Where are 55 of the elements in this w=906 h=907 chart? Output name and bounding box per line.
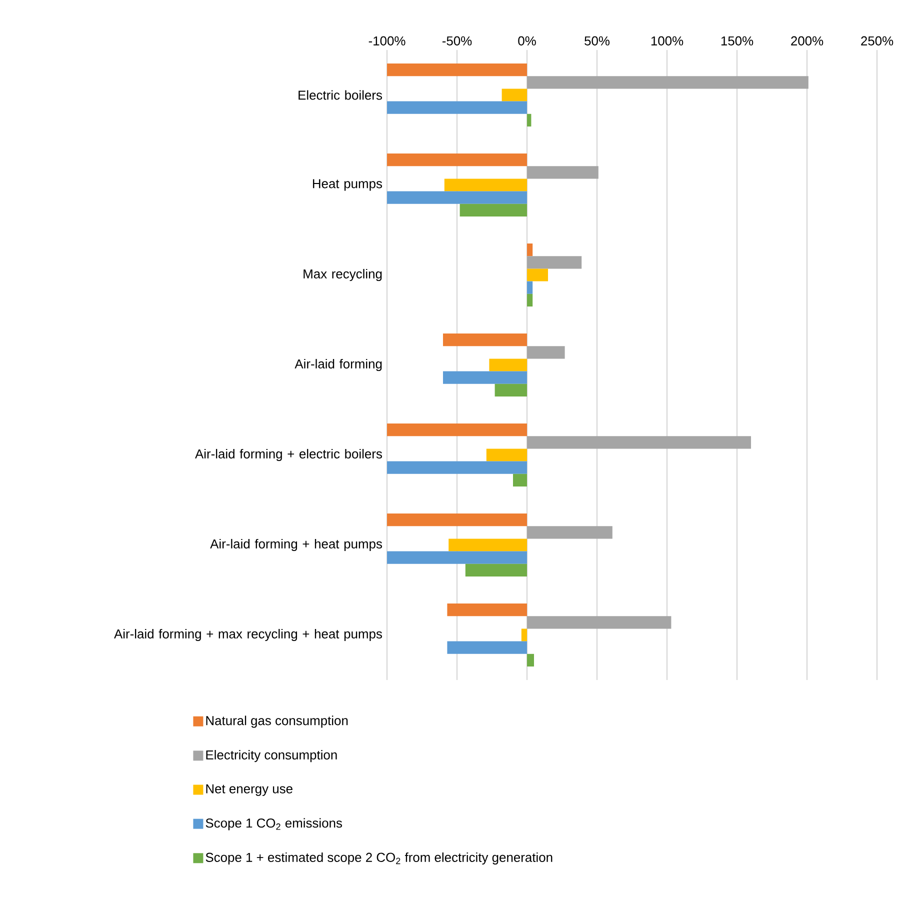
bar (494, 384, 528, 396)
bar (387, 514, 528, 526)
bar (527, 436, 752, 449)
bar (527, 346, 565, 359)
bar (527, 256, 582, 269)
bar (448, 538, 528, 552)
bar (460, 204, 528, 216)
bar (527, 526, 612, 539)
x-tick-label: -100% (368, 36, 406, 46)
bar (527, 76, 808, 89)
x-tick-label: 0% (518, 36, 536, 46)
bar (527, 268, 548, 282)
legend-label: Electricity consumption (206, 750, 337, 762)
bar (443, 334, 528, 346)
y-tick-label: Air-laid forming + max recycling + heat pumps (114, 628, 382, 642)
bar (447, 641, 528, 654)
bar (513, 474, 528, 486)
bar (387, 101, 528, 114)
x-tick-label: 100% (651, 36, 684, 46)
y-tick-label: Air-laid forming + electric boilers (195, 448, 382, 462)
bar (489, 358, 528, 372)
bar (527, 654, 534, 667)
x-tick-label: 50% (584, 36, 610, 46)
bar (387, 63, 528, 76)
legend-label: Scope 1 CO$_{2}$ emissions (206, 818, 342, 830)
bar (387, 154, 528, 166)
bar (444, 178, 528, 192)
bar (527, 616, 672, 629)
bar (527, 244, 533, 256)
bar (443, 371, 528, 384)
bar (447, 604, 528, 616)
y-tick-label: Air-laid forming (294, 358, 382, 372)
x-tick-label: 150% (721, 36, 754, 46)
bar (527, 114, 532, 126)
y-tick-label: Electric boilers (298, 90, 382, 100)
bar (527, 166, 598, 179)
y-tick-label: Heat pumps (313, 179, 382, 191)
bar (521, 628, 528, 642)
bar (387, 461, 528, 474)
legend-label: Scope 1 + estimated scope 2 CO$_{2}$ from electricity generation (206, 852, 552, 865)
y-tick-label: Air-laid forming + heat pumps (210, 538, 382, 552)
bar (387, 424, 528, 436)
bar (527, 281, 533, 294)
bar (387, 551, 528, 564)
bar (502, 88, 528, 102)
legend-label: Natural gas consumption (206, 716, 348, 728)
legend-label: Net energy use (206, 784, 292, 796)
bar (465, 564, 528, 576)
x-tick-label: -50% (442, 36, 472, 46)
x-tick-label: 200% (791, 36, 824, 46)
x-tick-label: 250% (861, 36, 894, 46)
bar (527, 294, 533, 306)
bar (486, 448, 528, 462)
bar (387, 191, 528, 204)
y-tick-label: Max recycling (304, 268, 382, 282)
